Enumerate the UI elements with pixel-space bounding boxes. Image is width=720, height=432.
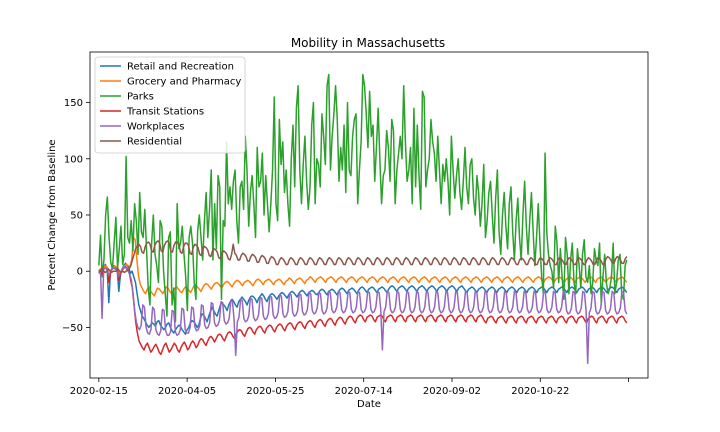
series-layer bbox=[98, 73, 628, 365]
series-line-parks bbox=[98, 73, 628, 323]
x-axis-label: Date bbox=[357, 399, 381, 410]
legend-label: Residential bbox=[127, 137, 182, 148]
x-tick-label: 2020-04-05 bbox=[158, 386, 216, 397]
y-tick-label: 50 bbox=[70, 211, 83, 222]
x-tick-label: 2020-09-02 bbox=[423, 386, 481, 397]
y-tick-label: 150 bbox=[64, 98, 83, 109]
y-tick-label: 100 bbox=[64, 154, 83, 165]
legend-box bbox=[94, 56, 246, 154]
x-tick-label: 2020-02-15 bbox=[70, 386, 128, 397]
series-line-residential bbox=[98, 240, 628, 274]
x-tick-label: 2020-05-25 bbox=[246, 386, 304, 397]
x-tick-label: 2020-10-22 bbox=[511, 386, 569, 397]
y-axis-label: Percent Change from Baseline bbox=[47, 139, 58, 290]
series-line-retail-and-recreation bbox=[98, 262, 628, 335]
series-line-transit-stations bbox=[98, 265, 628, 356]
legend-label: Parks bbox=[127, 92, 154, 103]
series-line-workplaces bbox=[98, 265, 628, 365]
legend-label: Workplaces bbox=[127, 122, 184, 133]
chart-title: Mobility in Massachusetts bbox=[291, 36, 445, 50]
x-tick-label: 2020-07-14 bbox=[335, 386, 393, 397]
y-tick-label: −50 bbox=[62, 323, 83, 334]
legend-label: Retail and Recreation bbox=[127, 62, 234, 73]
legend-label: Grocery and Pharmacy bbox=[127, 77, 241, 88]
legend-label: Transit Stations bbox=[126, 107, 204, 118]
y-axis: −50 0 50 100 150 bbox=[62, 98, 90, 334]
legend: Retail and Recreation Grocery and Pharmac… bbox=[94, 56, 246, 154]
x-axis: 2020-02-15 2020-04-05 2020-05-25 2020-07-14… bbox=[70, 378, 629, 397]
y-tick-label: 0 bbox=[77, 267, 83, 278]
